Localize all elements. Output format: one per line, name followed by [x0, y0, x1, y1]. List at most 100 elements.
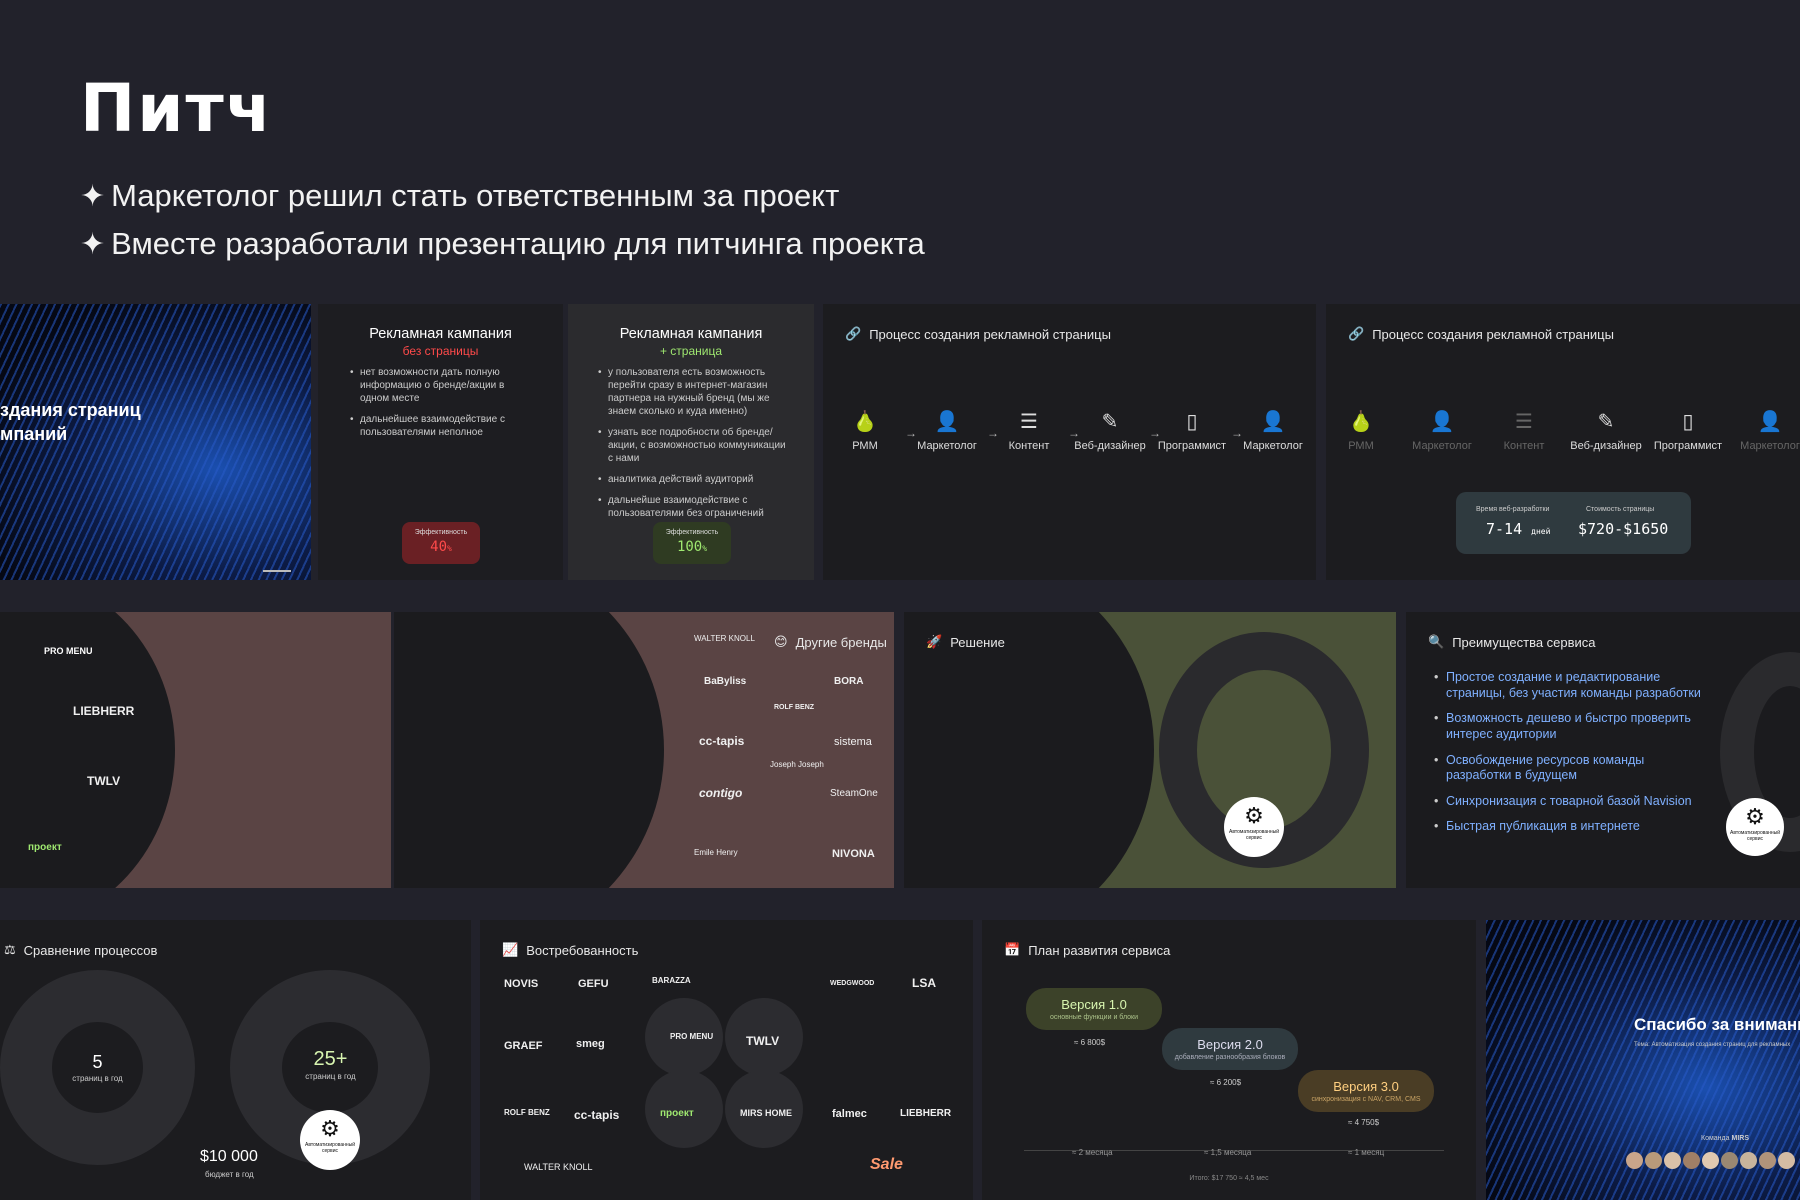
list-item: нет возможности дать полную информацию о…: [350, 366, 535, 405]
version-desc: основные функции и блоки: [1049, 1014, 1139, 1021]
avatar: [1778, 1152, 1795, 1169]
slide-process[interactable]: 🔗 Процесс создания рекламной страницы 🍐 РМ…: [823, 304, 1316, 580]
step-label: Веб-дизайнер: [1570, 440, 1642, 452]
slide-header: Востребованность: [526, 942, 639, 958]
process-step: ✎ Веб-дизайнер: [1070, 409, 1150, 452]
brand-logo: GRAEF: [504, 1040, 543, 1052]
avatar: [1702, 1152, 1719, 1169]
link-icon: 🔗: [1348, 326, 1365, 341]
version-time: ≈ 1,5 месяца: [1204, 1148, 1252, 1157]
badge-label: Автоматизированный сервис: [1228, 829, 1280, 841]
step-label: Маркетолог: [917, 440, 977, 452]
slide-solution[interactable]: 🚀 Решение ⚙ Автоматизированный сервис: [904, 612, 1396, 888]
bullet-text: Вместе разработали презентацию для питчи…: [111, 226, 925, 261]
time-unit: дней: [1531, 527, 1551, 536]
brand-logo: Joseph Joseph: [770, 760, 824, 769]
version-time: ≈ 1 месяц: [1348, 1148, 1385, 1157]
slide-thanks[interactable]: Спасибо за внимание Тема: Автоматизация …: [1486, 920, 1800, 1200]
scales-icon: ⚖: [4, 942, 16, 957]
page-title: Питч: [80, 70, 274, 147]
user-icon: 👤: [1429, 411, 1455, 433]
arrow-icon: →: [1231, 426, 1243, 440]
step-label: Веб-дизайнер: [1074, 440, 1146, 452]
version-name: Версия 1.0: [1061, 997, 1127, 1012]
brand-logo: BORA: [834, 676, 864, 687]
cost-card: Время веб-разработки 7-14 дней Стоимость…: [1456, 492, 1691, 554]
user-icon: 👤: [1757, 411, 1783, 433]
brand-logo: BaByliss: [704, 676, 747, 687]
sparkle-icon: ✦: [80, 179, 106, 213]
pear-icon: 🍐: [852, 411, 878, 433]
pages-count-label: страниц в год: [72, 1074, 123, 1083]
efficiency-value: 40: [430, 539, 448, 555]
version-cost: ≈ 4 750$: [1348, 1118, 1380, 1127]
arrow-icon: →: [987, 426, 999, 440]
dark-segment: [904, 612, 1154, 888]
advantage-item: Освобождение ресурсов команды разработки…: [1434, 753, 1704, 784]
slide-campaign-with-page[interactable]: Рекламная кампания + страница у пользова…: [568, 304, 814, 580]
dark-segment: [0, 612, 175, 888]
slide-title: Рекламная кампания: [619, 326, 763, 342]
slide-other-brands[interactable]: 😊 Другие бренды WALTER KNOLL BaByliss BOR…: [394, 612, 894, 888]
brand-logo: ROLF BENZ: [774, 704, 815, 711]
arrow-icon: →: [1149, 426, 1161, 440]
gear-icon: ⚙: [320, 1116, 340, 1141]
advantage-item: Простое создание и редактирование страни…: [1434, 670, 1704, 701]
process-step: 🍐 РММ: [1326, 409, 1401, 452]
design-tools-icon: ✎: [1101, 411, 1119, 433]
arrow-icon: →: [905, 426, 917, 440]
brand-logo: проект: [28, 842, 62, 853]
slide-brands-a[interactable]: PRO MENU LIEBHERR TWLV проект: [0, 612, 391, 888]
version-desc: синхронизация с NAV, CRM, CMS: [1311, 1096, 1421, 1103]
step-label: РММ: [1348, 440, 1374, 452]
time-value: 7-14: [1486, 520, 1523, 538]
step-label: Контент: [1008, 440, 1050, 452]
slide-header: Преимущества сервиса: [1452, 634, 1596, 650]
text-icon: ☰: [1020, 411, 1038, 433]
team-avatars: [1626, 1152, 1795, 1169]
slide-advantages[interactable]: 🔍 Преимущества сервиса Простое создание и…: [1406, 612, 1800, 888]
brand-logo: ROLF BENZ: [504, 1108, 550, 1117]
version-cost: ≈ 6 200$: [1210, 1078, 1242, 1087]
brand-logo: smeg: [576, 1038, 605, 1050]
plan-total: Итого: $17 750 ≈ 4,5 мес: [1189, 1175, 1269, 1182]
user-icon: 👤: [1260, 411, 1286, 433]
logo-circle: [645, 1070, 723, 1148]
slide-demand[interactable]: 📈 Востребованность NOVIS GEFU BARAZZA WED…: [480, 920, 973, 1200]
version-card: Версия 1.0 основные функции и блоки: [1026, 988, 1162, 1030]
brand-logo: SteamOne: [830, 788, 878, 799]
slide-compare[interactable]: ⚖ Сравнение процессов 5 страниц в год 25+…: [0, 920, 471, 1200]
avatar: [1683, 1152, 1700, 1169]
brand-logo: cc-tapis: [699, 734, 745, 748]
step-label: Маркетолог: [1243, 440, 1303, 452]
advantage-item: Возможность дешево и быстро проверить ин…: [1434, 711, 1704, 742]
dark-segment: [394, 612, 664, 888]
divider: [263, 570, 291, 572]
slide-roadmap[interactable]: 📅 План развития сервиса Версия 1.0 основн…: [982, 920, 1476, 1200]
process-step: 👤 Маркетолог: [907, 409, 987, 452]
slide-process-cost[interactable]: 🔗 Процесс создания рекламной страницы 🍐 РМ…: [1326, 304, 1800, 580]
logo-circle: [645, 998, 723, 1076]
step-label: Программист: [1157, 440, 1227, 452]
version-name: Версия 3.0: [1333, 1079, 1399, 1094]
budget-value: $10 000: [200, 1148, 258, 1165]
brand-logo: WALTER KNOLL: [694, 634, 755, 643]
process-step: ▯ Программист: [1648, 409, 1728, 452]
version-name: Версия 2.0: [1197, 1037, 1263, 1052]
brand-logo: PRO MENU: [670, 1032, 714, 1041]
list-item: у пользователя есть возможность перейти …: [598, 366, 790, 418]
pear-icon: 🍐: [1348, 411, 1374, 433]
brand-logo: MIRS HOME: [740, 1108, 793, 1118]
logo-circle: [725, 1070, 803, 1148]
arrow-icon: →: [1068, 426, 1080, 440]
chart-icon: 📈: [502, 942, 519, 957]
slide-campaign-without-page[interactable]: Рекламная кампания без страницы нет возм…: [318, 304, 563, 580]
step-label: Контент: [1503, 440, 1545, 452]
pages-count: 5: [92, 1052, 103, 1072]
slide-intro[interactable]: здания страниц мпаний: [0, 304, 311, 580]
slide-title: Рекламная кампания: [369, 326, 512, 342]
brand-logo: BARAZZA: [652, 976, 691, 985]
gear-icon: ⚙: [1244, 803, 1264, 828]
list-item: дальнейше взаимодействие с пользователям…: [598, 494, 790, 520]
search-icon: 🔍: [1428, 634, 1445, 649]
